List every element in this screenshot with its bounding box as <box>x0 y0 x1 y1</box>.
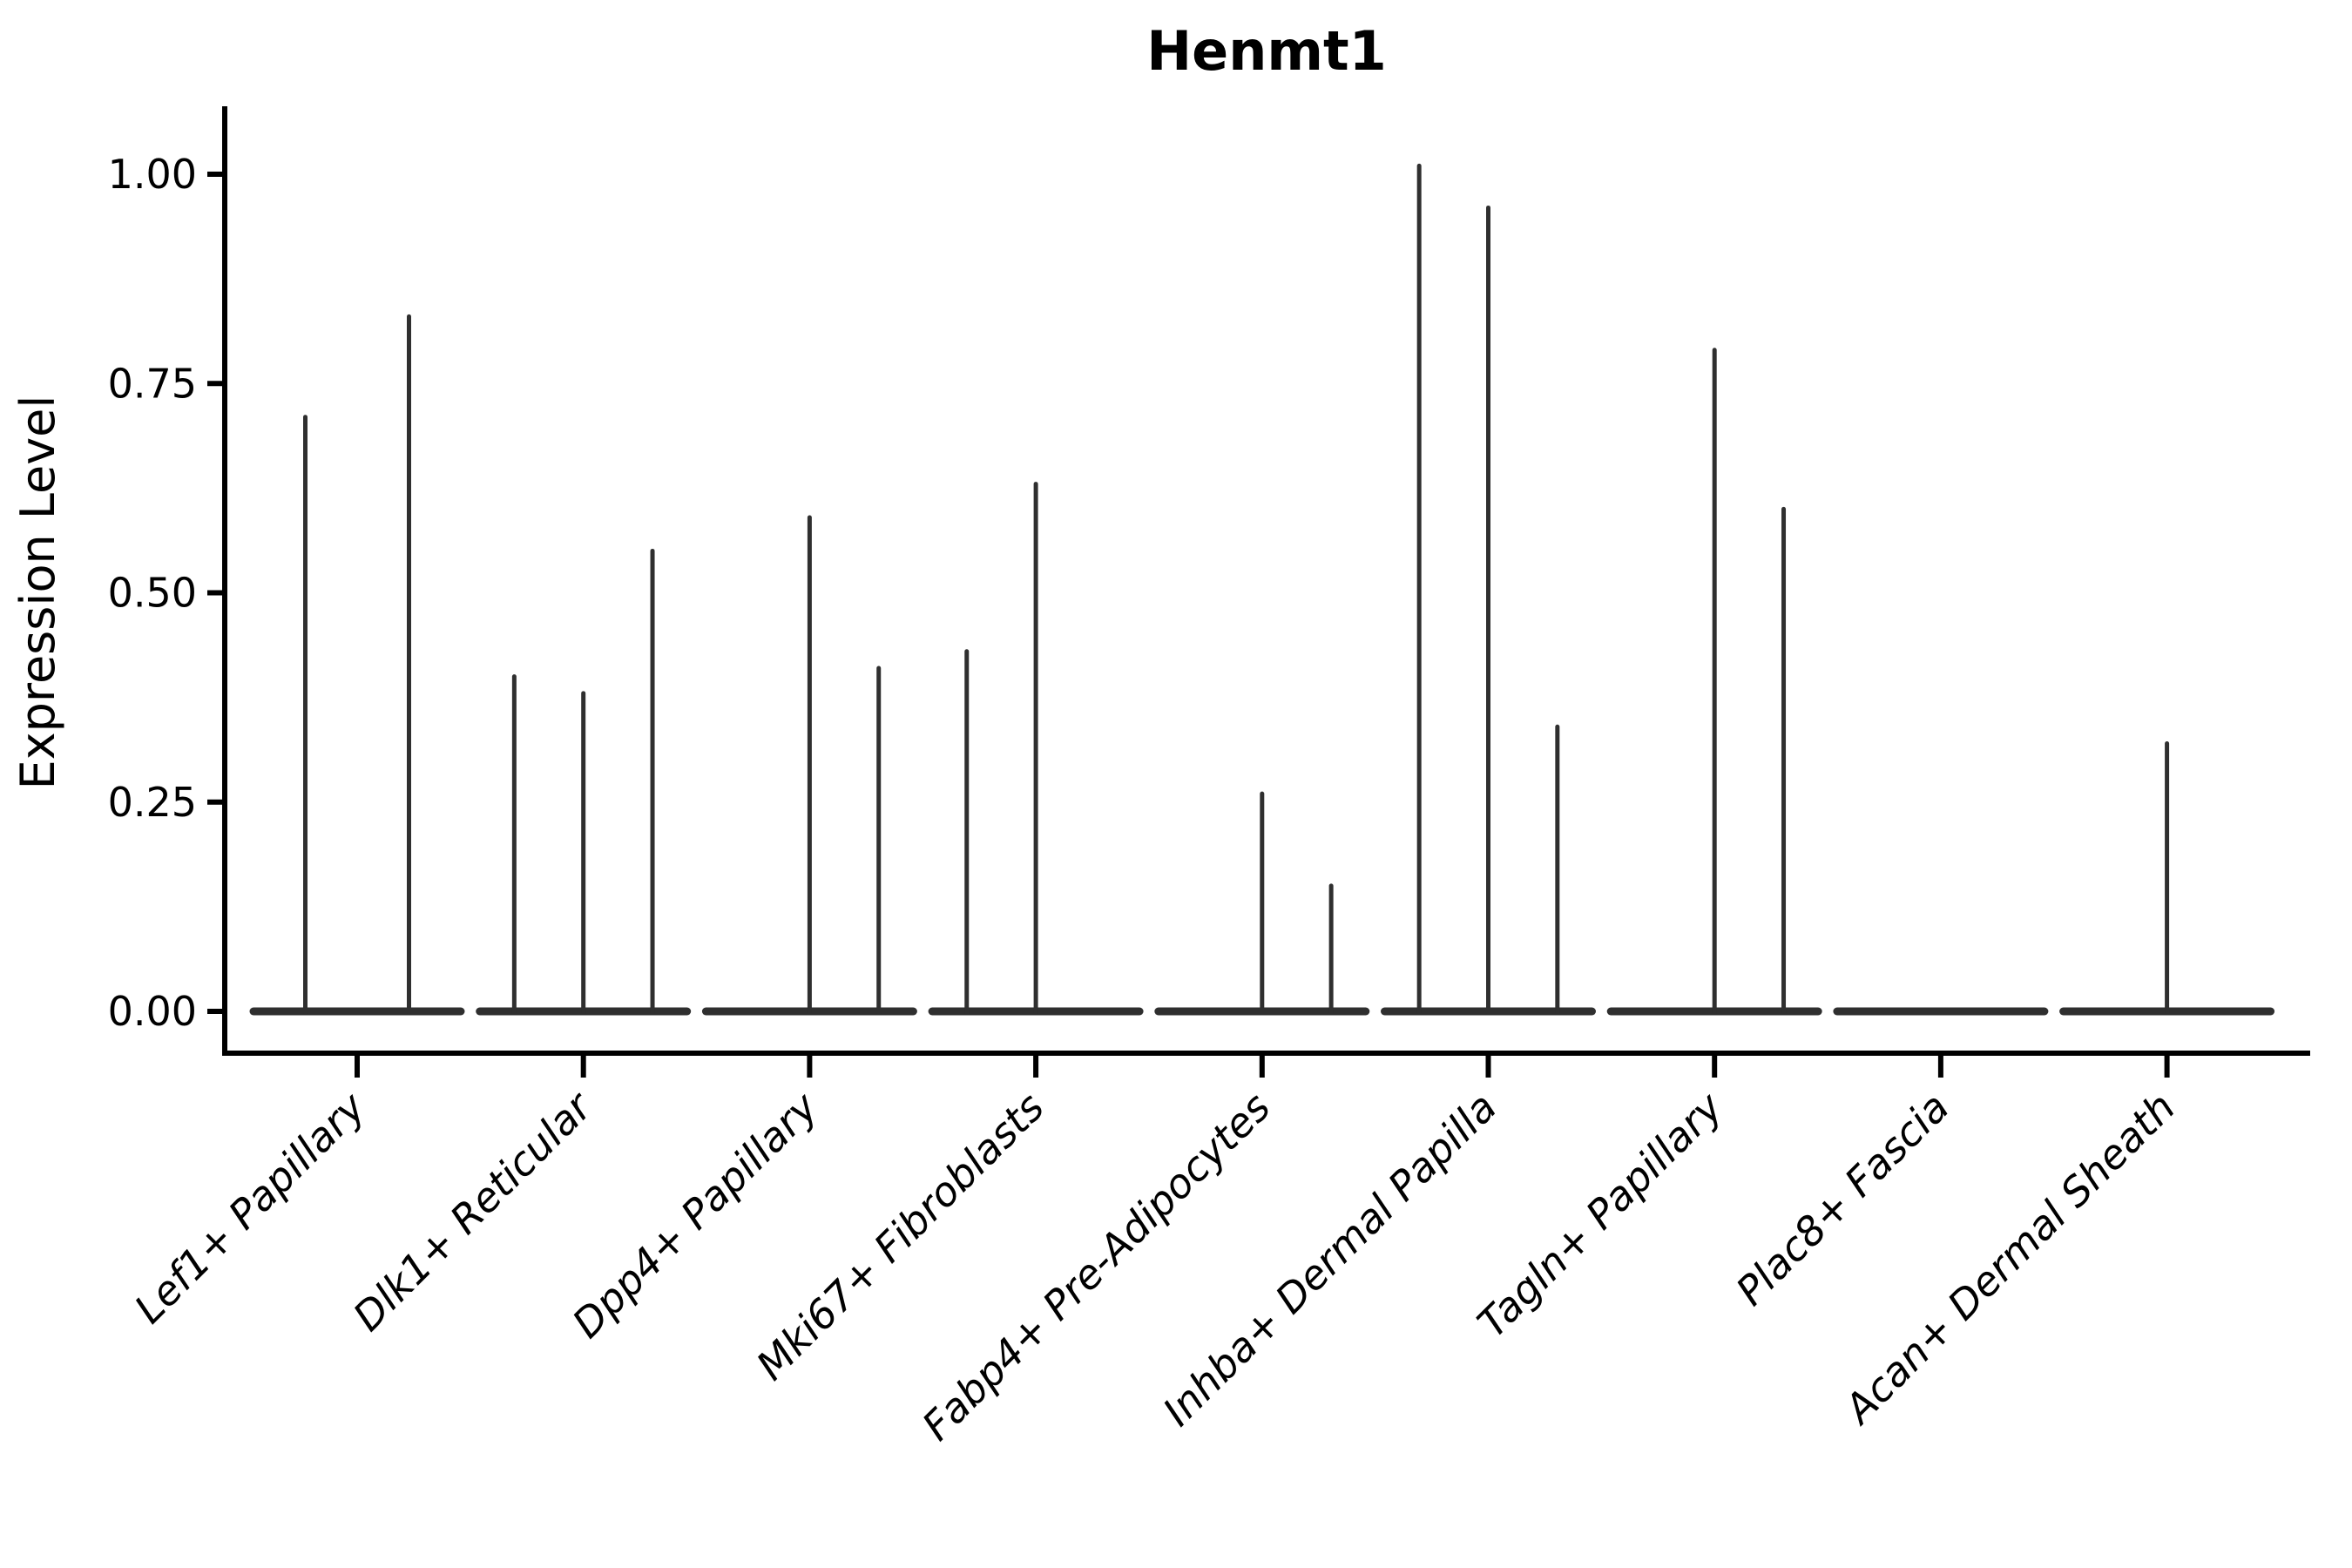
y-tick-label: 0.00 <box>108 988 197 1035</box>
violins-layer <box>249 163 2275 1016</box>
y-tick-label: 0.25 <box>108 779 197 826</box>
x-tick-label: Plac8+ Fascia <box>1727 1084 1957 1315</box>
chart-title: Henmt1 <box>1146 19 1386 83</box>
y-axis-label: Expression Level <box>10 395 65 790</box>
y-tick-label: 1.00 <box>108 151 197 198</box>
x-tick-label: Dlk1+ Reticular <box>344 1081 603 1340</box>
x-tick-label: Lef1+ Papillary <box>125 1083 375 1332</box>
x-tick-label: Dpp4+ Papillary <box>564 1083 828 1347</box>
x-tick-label: Tagln+ Papillary <box>1469 1083 1733 1347</box>
y-tick-label: 0.50 <box>108 570 197 617</box>
y-tick-label: 0.75 <box>108 360 197 407</box>
y-axis-ticks: 0.00 0.25 0.50 0.75 1.00 <box>108 151 225 1035</box>
